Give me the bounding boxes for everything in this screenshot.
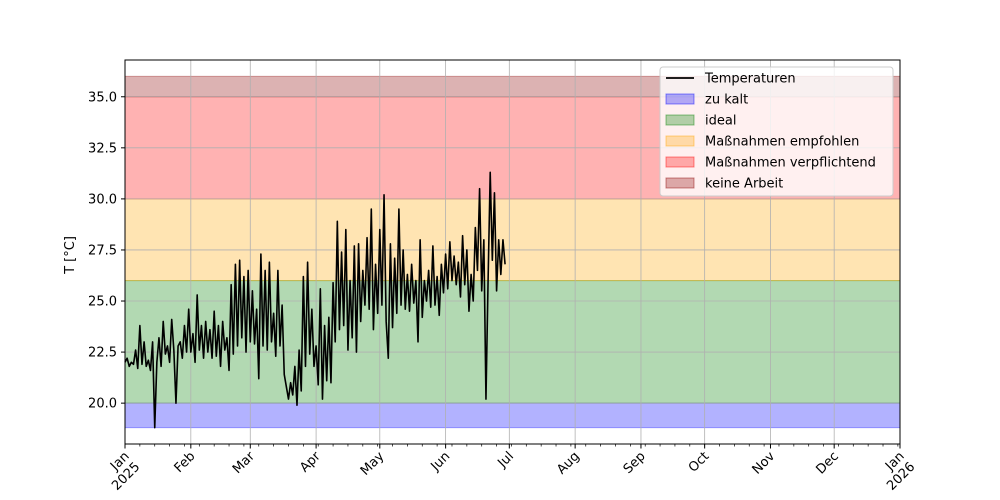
- x-tick-label-group: Dec: [813, 449, 841, 477]
- band-massnahmen-empfohlen: [124, 198, 901, 282]
- x-tick-label: Mar: [230, 449, 258, 477]
- x-tick-label: Jul: [495, 449, 517, 471]
- legend-swatch-keine-arbeit: [665, 177, 695, 189]
- legend-label-temperaturen: Temperaturen: [704, 72, 796, 87]
- legend-label-zu-kalt: zu kalt: [705, 93, 748, 108]
- y-tick-label: 20.0: [88, 397, 117, 412]
- y-axis-label: T [°C]: [63, 236, 78, 275]
- x-tick-label-group: Jul: [495, 449, 517, 471]
- band-zu-kalt: [124, 402, 901, 429]
- x-tick-label: Apr: [297, 449, 324, 476]
- x-tick-label-group: Mar: [230, 449, 258, 477]
- legend-label-keine-arbeit: keine Arbeit: [705, 177, 783, 192]
- x-tick-label: Oct: [686, 449, 713, 476]
- x-tick-label-group: Nov: [750, 449, 779, 478]
- x-tick-label-group: Apr: [297, 449, 324, 476]
- legend-label-ideal: ideal: [705, 114, 736, 129]
- legend-swatch-zu-kalt: [665, 93, 695, 105]
- series-line-temperaturen: [124, 171, 506, 429]
- x-tick-label: Jun: [428, 449, 454, 475]
- y-tick-label: 30.0: [88, 192, 117, 207]
- legend-label-massnahmen-verpflichtend: Maßnahmen verpflichtend: [705, 156, 876, 171]
- x-tick-label-group: Feb: [172, 449, 199, 476]
- x-tick-label: Nov: [750, 449, 779, 478]
- x-tick-label: Feb: [172, 449, 199, 476]
- y-tick-label: 25.0: [88, 295, 117, 310]
- x-tick-label: Sep: [621, 449, 649, 477]
- legend-box: [659, 66, 894, 197]
- x-tick-label: Dec: [813, 449, 841, 477]
- legend-swatch-ideal: [665, 114, 695, 126]
- line-layer: [124, 171, 506, 429]
- x-tick-label: Aug: [554, 449, 583, 478]
- legend: Temperaturen zu kalt ideal Maßnahmen empfoh…: [659, 66, 894, 197]
- x-tick-label-group: May: [358, 449, 388, 479]
- x-tick-label-group: Jun: [428, 449, 454, 475]
- y-tick-label: 27.5: [88, 243, 117, 258]
- legend-swatch-massnahmen-empfohlen: [665, 135, 695, 147]
- x-tick-label-group: Sep: [621, 449, 649, 477]
- y-tick-label: 32.5: [88, 141, 117, 156]
- plot-frame: [124, 59, 901, 445]
- legend-label-massnahmen-empfohlen: Maßnahmen empfohlen: [705, 135, 859, 150]
- x-tick-label-group: Aug: [554, 449, 583, 478]
- y-tick-label: 35.0: [88, 90, 117, 105]
- x-tick-label: May: [358, 449, 388, 479]
- y-tick-label: 22.5: [88, 346, 117, 361]
- x-tick-label-group: Oct: [686, 449, 713, 476]
- legend-swatch-massnahmen-verpflichtend: [665, 156, 695, 168]
